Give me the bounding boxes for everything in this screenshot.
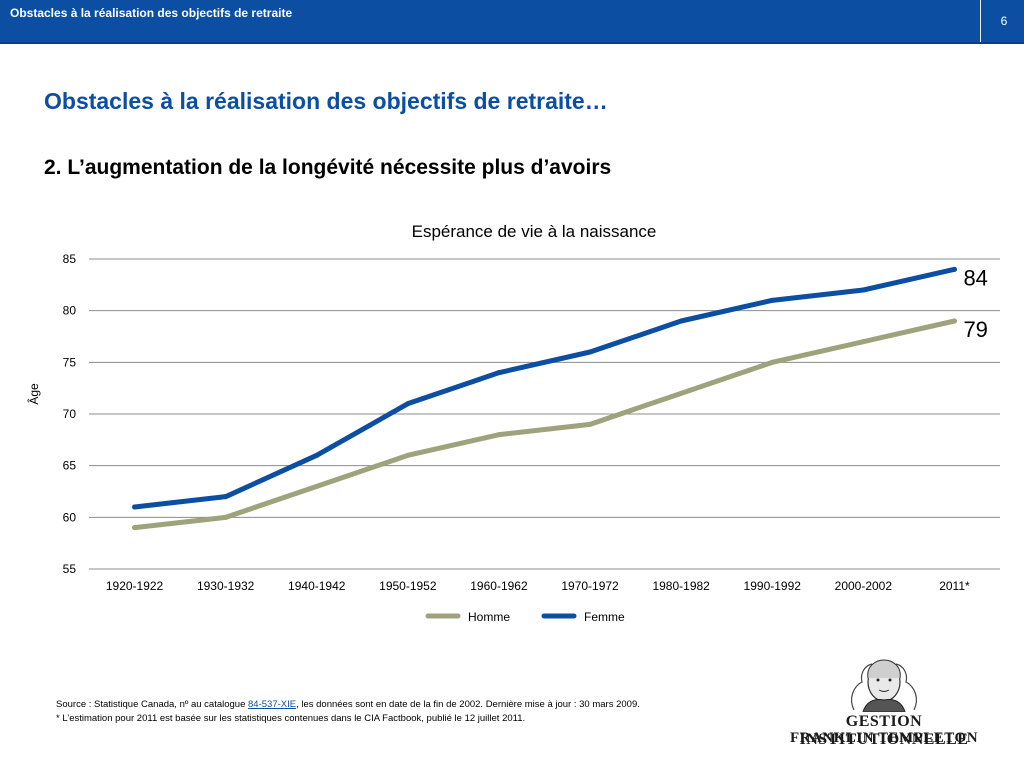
slide-title: Obstacles à la réalisation des objectifs…: [44, 88, 608, 114]
data-point-homme: [860, 339, 866, 345]
x-tick-labels: 1920-1922 1930-1932 1940-1942 1950-1952 1960…: [106, 579, 970, 593]
data-point-femme: [587, 349, 593, 355]
franklin-portrait-icon: [850, 659, 918, 713]
data-point-femme: [314, 452, 320, 458]
data-point-homme: [769, 359, 775, 365]
data-point-homme: [496, 432, 502, 438]
footnotes: Source : Statistique Canada, nº au catal…: [56, 698, 640, 726]
x-tick-label: 1930-1932: [197, 579, 255, 593]
header-title: Obstacles à la réalisation des objectifs…: [10, 6, 293, 20]
logo-line-2: FRANKLIN TEMPLETON: [789, 730, 979, 746]
x-tick-label: 1960-1962: [470, 579, 528, 593]
end-label-homme: 79: [963, 317, 987, 342]
gridlines: [89, 258, 1000, 570]
x-tick-label: 1920-1922: [106, 579, 164, 593]
life-expectancy-chart: Espérance de vie à la naissance Âge 55 60…: [26, 222, 1000, 624]
y-tick-label: 70: [63, 407, 77, 421]
end-label-femme: 84: [963, 265, 987, 290]
legend-label-femme: Femme: [584, 610, 625, 624]
data-point-femme: [678, 318, 684, 324]
y-tick-label: 85: [63, 252, 77, 266]
data-point-femme: [496, 370, 502, 376]
legend: Homme Femme: [425, 610, 625, 624]
header-divider: [980, 0, 981, 42]
series-line-homme: [132, 318, 957, 531]
source-note: Source : Statistique Canada, nº au catal…: [56, 698, 640, 712]
data-point-femme: [132, 504, 138, 510]
y-tick-label: 65: [63, 459, 77, 473]
y-tick-label: 75: [63, 355, 77, 369]
data-point-femme: [769, 297, 775, 303]
x-tick-label: 1970-1972: [561, 579, 619, 593]
y-tick-labels: 55 60 65 70 75 80 85: [63, 252, 77, 576]
header-bar: Obstacles à la réalisation des objectifs…: [0, 0, 1024, 44]
y-tick-label: 55: [63, 562, 77, 576]
chart-title: Espérance de vie à la naissance: [412, 222, 657, 241]
data-point-homme: [223, 514, 229, 520]
end-value-labels: 79 84: [963, 265, 987, 342]
data-point-homme: [405, 452, 411, 458]
logo-line-1: GESTION INSTITUTIONNELLE: [799, 713, 969, 748]
legend-label-homme: Homme: [468, 610, 510, 624]
series-lines: [132, 266, 957, 531]
data-point-femme: [860, 287, 866, 293]
slide-subtitle: 2. L’augmentation de la longévité nécess…: [44, 156, 612, 179]
data-point-homme: [314, 483, 320, 489]
x-tick-label: 1950-1952: [379, 579, 437, 593]
y-tick-label: 80: [63, 304, 77, 318]
data-point-homme: [587, 421, 593, 427]
data-point-homme: [132, 525, 138, 531]
data-point-femme: [951, 266, 957, 272]
y-axis-title: Âge: [26, 383, 41, 405]
data-point-homme: [951, 318, 957, 324]
x-tick-label: 2011*: [939, 579, 970, 593]
franklin-templeton-logo: GESTION INSTITUTIONNELLE FRANKLIN TEMPLE…: [768, 658, 1000, 750]
y-tick-label: 60: [63, 510, 77, 524]
data-point-femme: [405, 401, 411, 407]
x-tick-label: 1940-1942: [288, 579, 346, 593]
x-tick-label: 1990-1992: [744, 579, 802, 593]
page-number: 6: [1000, 14, 1008, 28]
catalogue-link[interactable]: 84-537-XIE: [248, 699, 297, 710]
x-tick-label: 1980-1982: [652, 579, 710, 593]
data-point-homme: [678, 390, 684, 396]
x-tick-label: 2000-2002: [835, 579, 893, 593]
source-prefix: Source : Statistique Canada, nº au catal…: [56, 699, 249, 710]
data-point-femme: [223, 494, 229, 500]
estimate-note: * L’estimation pour 2011 est basée sur l…: [56, 713, 526, 724]
source-suffix: , les données sont en date de la fin de …: [296, 699, 640, 710]
series-line-femme: [132, 266, 957, 510]
